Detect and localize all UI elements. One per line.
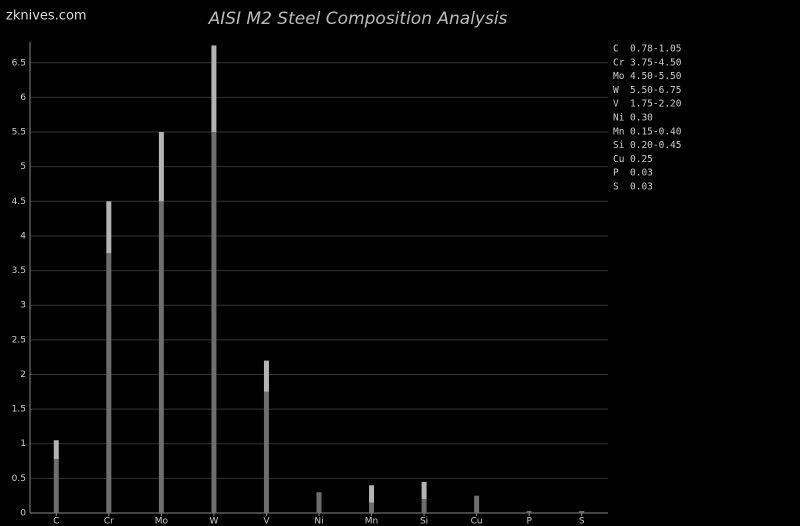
bar-range [106, 201, 112, 254]
y-tick-label: 0 [20, 509, 26, 519]
y-tick-label: 4 [20, 231, 26, 241]
watermark: zknives.com [6, 9, 87, 24]
y-tick-label: 1.5 [12, 405, 26, 415]
bar [474, 495, 480, 513]
bar-base [211, 132, 217, 513]
legend-range: 5.50-6.75 [630, 85, 681, 96]
legend-label: P [613, 168, 619, 179]
bar-range [158, 132, 164, 202]
chart-title: AISI M2 Steel Composition Analysis [208, 9, 508, 29]
y-tick-label: 3.5 [12, 266, 26, 276]
y-tick-label: 5 [20, 162, 26, 172]
y-tick-label: 3 [20, 301, 26, 311]
x-tick-label: C [53, 517, 59, 526]
bar-range [211, 45, 217, 133]
legend-range: 4.50-5.50 [630, 71, 682, 82]
y-tick-label: 2.5 [12, 335, 26, 345]
legend-label: C [613, 44, 619, 55]
x-tick-label: Mo [155, 517, 169, 526]
bar-base [53, 458, 59, 513]
legend-range: 0.25 [630, 154, 653, 165]
legend-range: 3.75-4.50 [630, 57, 682, 68]
legend-range: 0.30 [630, 113, 653, 124]
x-tick-label: Si [420, 517, 428, 526]
y-tick-label: 4.5 [12, 197, 26, 207]
bar-base [421, 499, 427, 513]
legend-label: Si [613, 140, 625, 151]
legend-label: Mo [613, 71, 625, 82]
legend-range: 0.20-0.45 [630, 140, 681, 151]
legend-range: 0.03 [630, 168, 653, 179]
y-tick-label: 2 [20, 370, 26, 380]
legend-label: Cu [613, 154, 624, 165]
x-tick-label: Cr [104, 517, 114, 526]
bar [316, 492, 322, 513]
bar-base [158, 201, 164, 513]
x-tick-label: Cu [471, 517, 483, 526]
x-tick-label: V [263, 517, 270, 526]
x-tick-label: Ni [314, 517, 323, 526]
bar-base [369, 502, 375, 513]
legend-range: 0.15-0.40 [630, 126, 682, 137]
x-tick-label: P [526, 517, 532, 526]
bar-range [369, 485, 375, 503]
bar [579, 510, 585, 513]
bar-base [263, 391, 269, 513]
y-tick-label: 5.5 [12, 128, 26, 138]
legend-label: S [613, 182, 619, 193]
x-tick-label: S [579, 517, 585, 526]
bar-range [53, 440, 59, 459]
bar-range [263, 360, 269, 392]
x-tick-label: W [209, 517, 218, 526]
y-tick-label: 0.5 [12, 474, 26, 484]
y-tick-label: 1 [20, 439, 26, 449]
legend-range: 1.75-2.20 [630, 99, 682, 110]
legend-label: V [613, 99, 619, 110]
bar [526, 510, 532, 513]
bar-base [106, 253, 112, 513]
bar-range [421, 481, 427, 500]
legend-label: W [613, 85, 619, 96]
x-tick-label: Mn [365, 517, 378, 526]
legend-range: 0.78-1.05 [630, 44, 681, 55]
y-tick-label: 6.5 [12, 58, 26, 68]
legend-range: 0.03 [630, 182, 653, 193]
legend-label: Cr [613, 57, 625, 68]
legend-label: Mn [613, 126, 624, 137]
legend-label: Ni [613, 113, 625, 124]
y-tick-label: 6 [20, 93, 26, 103]
